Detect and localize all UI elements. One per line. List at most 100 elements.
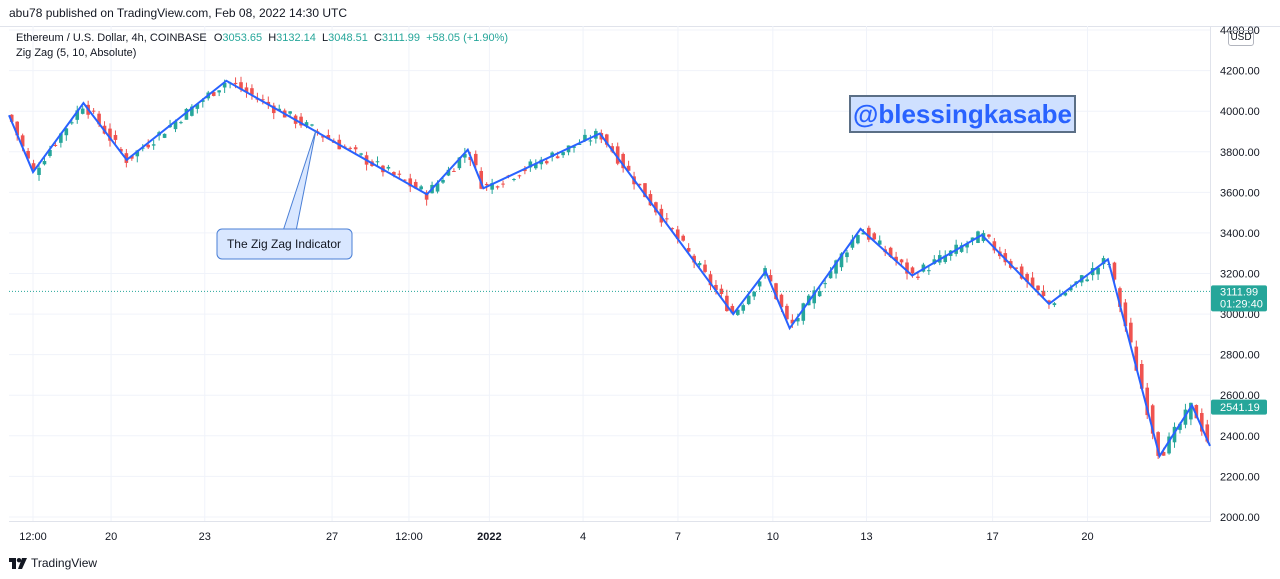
currency-badge[interactable]: USD — [1228, 30, 1254, 46]
candle-body — [1129, 322, 1133, 343]
candle-body — [686, 248, 691, 252]
x-tick-label: 2022 — [477, 531, 501, 543]
x-tick-label: 4 — [580, 531, 586, 543]
candle-body — [457, 157, 462, 169]
candle-body — [217, 90, 221, 93]
y-tick-label: 3000.00 — [1220, 309, 1260, 321]
candle-body — [867, 227, 871, 240]
candle-body — [392, 172, 396, 175]
x-tick-label: 12:00 — [395, 531, 423, 543]
candle-body — [1112, 262, 1117, 280]
publish-header: abu78 published on TradingView.com, Feb … — [0, 0, 1280, 27]
candle-body — [643, 183, 647, 198]
candle-body — [211, 92, 216, 96]
symbol-name: Ethereum / U.S. Dollar, 4h, COINBASE — [16, 32, 207, 44]
candle-body — [719, 288, 724, 295]
y-tick-label: 4400.00 — [1220, 25, 1260, 37]
indicator-name[interactable]: Zig Zag (5, 10, Absolute) — [16, 47, 137, 59]
candle-body — [484, 183, 489, 186]
candle-body — [1047, 300, 1051, 304]
y-tick-label: 3400.00 — [1220, 228, 1260, 240]
candle-body — [97, 113, 101, 125]
candle-body — [812, 290, 817, 304]
candle-body — [402, 179, 407, 181]
candle-body — [1194, 405, 1199, 419]
candle-body — [244, 87, 249, 93]
candle-body — [588, 140, 593, 142]
candle-body — [490, 183, 494, 190]
candle-body — [162, 133, 167, 138]
candle-body — [697, 263, 702, 266]
time-axis[interactable]: 12:00 20 23 27 12:00 2022 4 7 10 13 17 20 — [19, 531, 1093, 543]
price-tags: 3111.99 01:29:40 2541.19 — [1211, 285, 1267, 415]
y-tick-label: 4000.00 — [1220, 106, 1260, 118]
candle-body — [916, 276, 920, 278]
last-price-tag — [1211, 285, 1267, 312]
candle-body — [1096, 267, 1100, 275]
candle-body — [735, 309, 740, 315]
candle-body — [359, 153, 363, 155]
candle-body — [64, 128, 69, 136]
y-tick-label: 2200.00 — [1220, 471, 1260, 483]
candle-body — [555, 156, 560, 159]
candle-body — [1178, 423, 1182, 430]
price-axis[interactable]: 4400.00 4200.00 4000.00 3800.00 3600.00 3400.… — [1220, 25, 1260, 524]
candle-body — [905, 262, 909, 274]
tradingview-logo[interactable]: TradingView — [9, 556, 97, 570]
candle-body — [250, 88, 254, 95]
candle-body — [1189, 402, 1193, 420]
candle-body — [615, 146, 620, 164]
callout-pointer — [282, 129, 317, 232]
open-value: 3053.65 — [222, 32, 263, 44]
candle-body — [752, 291, 756, 297]
candle-body — [839, 253, 844, 268]
candle-body — [75, 110, 80, 120]
candle-body — [965, 243, 969, 248]
candle-body — [785, 305, 789, 320]
candlesticks — [9, 76, 1210, 459]
zigzag-line — [8, 79, 1211, 459]
candle-body — [222, 82, 227, 88]
close-value: 3111.99 — [381, 32, 421, 44]
candle-body — [648, 194, 653, 206]
y-tick-label: 3200.00 — [1220, 269, 1260, 281]
high-value: 3132.14 — [276, 32, 316, 44]
candle-body — [692, 255, 696, 263]
candle-body — [233, 82, 238, 84]
candle-body — [834, 260, 838, 274]
x-tick-label: 27 — [326, 531, 338, 543]
candle-body — [42, 161, 47, 165]
candle-body — [31, 163, 36, 170]
y-tick-label: 2800.00 — [1220, 350, 1260, 362]
candle-body — [91, 110, 96, 112]
candle-body — [59, 133, 63, 143]
candle-body — [850, 239, 855, 248]
annotation-callout[interactable]: The Zig Zag Indicator — [216, 129, 353, 260]
callout-box — [216, 228, 353, 260]
candle-body — [413, 181, 418, 189]
candle-body — [626, 165, 631, 171]
candle-body — [894, 256, 898, 261]
candle-body — [353, 147, 358, 150]
candle-body — [1101, 258, 1106, 265]
candle-body — [288, 111, 292, 114]
chart-legend: Ethereum / U.S. Dollar, 4h, COINBASE O30… — [16, 31, 508, 61]
candle-body — [15, 121, 19, 136]
candle-body — [877, 240, 882, 245]
candle-body — [348, 147, 352, 149]
candle-body — [828, 271, 833, 279]
y-tick-label: 2600.00 — [1220, 390, 1260, 402]
second-price-label: 2541.19 — [1220, 402, 1260, 414]
candle-body — [119, 148, 123, 152]
candle-body — [501, 183, 505, 185]
candle-body — [1041, 290, 1046, 297]
candle-body — [1134, 346, 1139, 371]
candle-body — [970, 237, 975, 241]
tradingview-logo-icon — [9, 557, 27, 569]
candle-body — [69, 122, 74, 124]
candle-body — [20, 135, 25, 147]
candle-body — [872, 233, 877, 240]
candle-body — [654, 202, 658, 213]
candle-body — [790, 319, 795, 324]
